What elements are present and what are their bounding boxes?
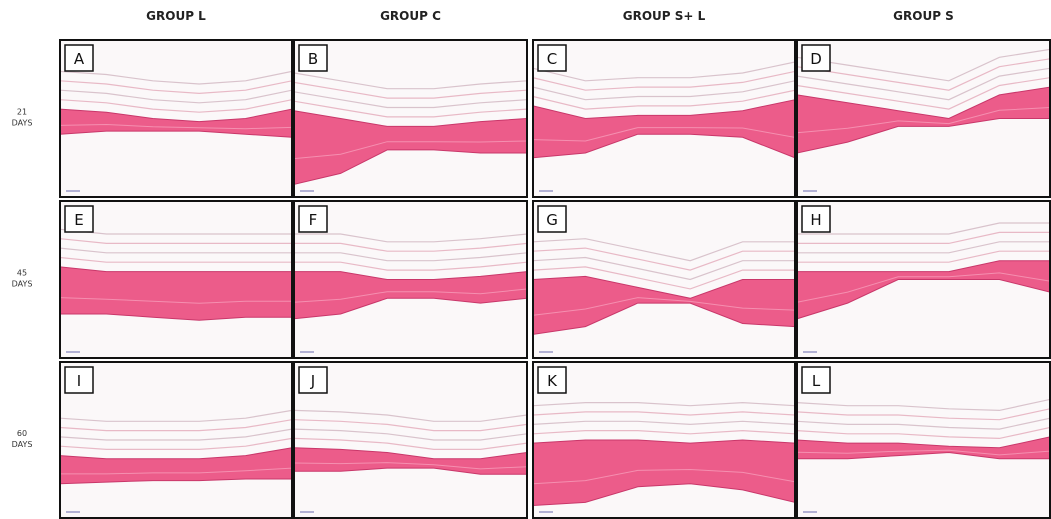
panel-letter: L [812, 372, 821, 390]
histology-panel [60, 40, 292, 197]
histology-panel [60, 362, 292, 518]
panel-letter: I [77, 372, 81, 390]
row-label: DAYS [12, 280, 33, 289]
panel-background [797, 362, 1050, 518]
histology-panel [797, 201, 1050, 358]
column-header: GROUP L [146, 9, 206, 23]
panel-letter: E [74, 211, 83, 229]
column-header: GROUP S+ L [623, 9, 706, 23]
panel-letter: K [547, 372, 558, 390]
row-label: 60 [17, 429, 27, 438]
histology-panel [533, 362, 795, 518]
histology-panel [60, 201, 292, 358]
panel-letter: A [74, 50, 85, 68]
histology-panel [533, 201, 795, 358]
column-header: GROUP S [893, 9, 954, 23]
panel-letter: C [547, 50, 557, 68]
row-label: 45 [17, 269, 27, 278]
histology-panel [294, 362, 527, 518]
histology-panel [533, 40, 795, 197]
histology-panel [797, 362, 1050, 518]
histology-panel [797, 40, 1050, 197]
histology-panel [294, 201, 527, 358]
panel-letter: J [310, 372, 315, 390]
histology-panel [294, 40, 527, 197]
figure: GROUP L GROUP C GROUP S+ L GROUP S 21 DAYS A B C… [0, 0, 1051, 519]
panel-letter: F [309, 211, 318, 229]
panel-letter: G [546, 211, 558, 229]
panel-letter: B [308, 50, 318, 68]
row-label: DAYS [12, 119, 33, 128]
row-label: 21 [17, 108, 27, 117]
row-label: DAYS [12, 440, 33, 449]
column-header: GROUP C [380, 9, 441, 23]
panel-letter: H [810, 211, 821, 229]
panel-letter: D [810, 50, 822, 68]
bone-tissue [60, 267, 292, 320]
